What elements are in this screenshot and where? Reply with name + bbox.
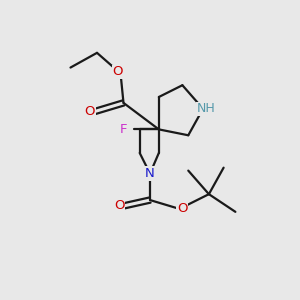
Text: NH: NH [196, 102, 215, 115]
Text: N: N [145, 167, 155, 180]
Text: F: F [120, 123, 127, 136]
Text: O: O [84, 105, 95, 118]
Text: O: O [114, 200, 124, 212]
Text: O: O [112, 65, 123, 79]
Text: O: O [177, 202, 188, 215]
